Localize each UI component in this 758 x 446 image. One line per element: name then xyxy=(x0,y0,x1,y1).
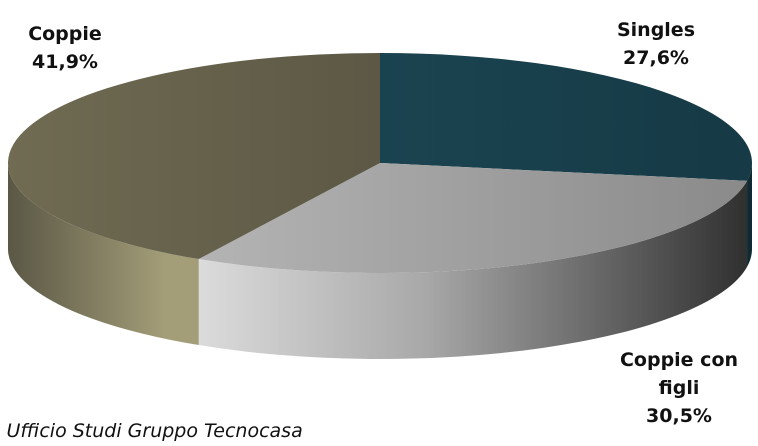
slice-name-coppie: Coppie xyxy=(28,23,102,45)
slice-value-coppie-con-figli: 30,5% xyxy=(646,405,712,427)
slice-name-coppie-con-figli-line2: figli xyxy=(658,377,700,399)
slice-name-coppie-con-figli-line1: Coppie con xyxy=(619,349,739,371)
slice-label-coppie-con-figli: Coppie con figli 30,5% xyxy=(600,346,758,430)
slice-value-coppie: 41,9% xyxy=(32,51,98,73)
pie-slice-coppie-con-figli xyxy=(198,163,748,274)
pie-side-singles xyxy=(747,163,753,267)
pie-side-coppie-con-figli xyxy=(198,180,748,360)
pie-slice-coppie xyxy=(7,53,381,260)
source-note: : Ufficio Studi Gruppo Tecnocasa xyxy=(0,420,303,442)
slice-name-singles: Singles xyxy=(616,19,696,41)
pie-slice-singles xyxy=(380,53,753,181)
slice-label-coppie: Coppie 41,9% xyxy=(10,20,120,76)
pie-side-coppie xyxy=(8,163,199,346)
slice-label-singles: Singles 27,6% xyxy=(596,16,716,72)
slice-value-singles: 27,6% xyxy=(623,47,689,69)
